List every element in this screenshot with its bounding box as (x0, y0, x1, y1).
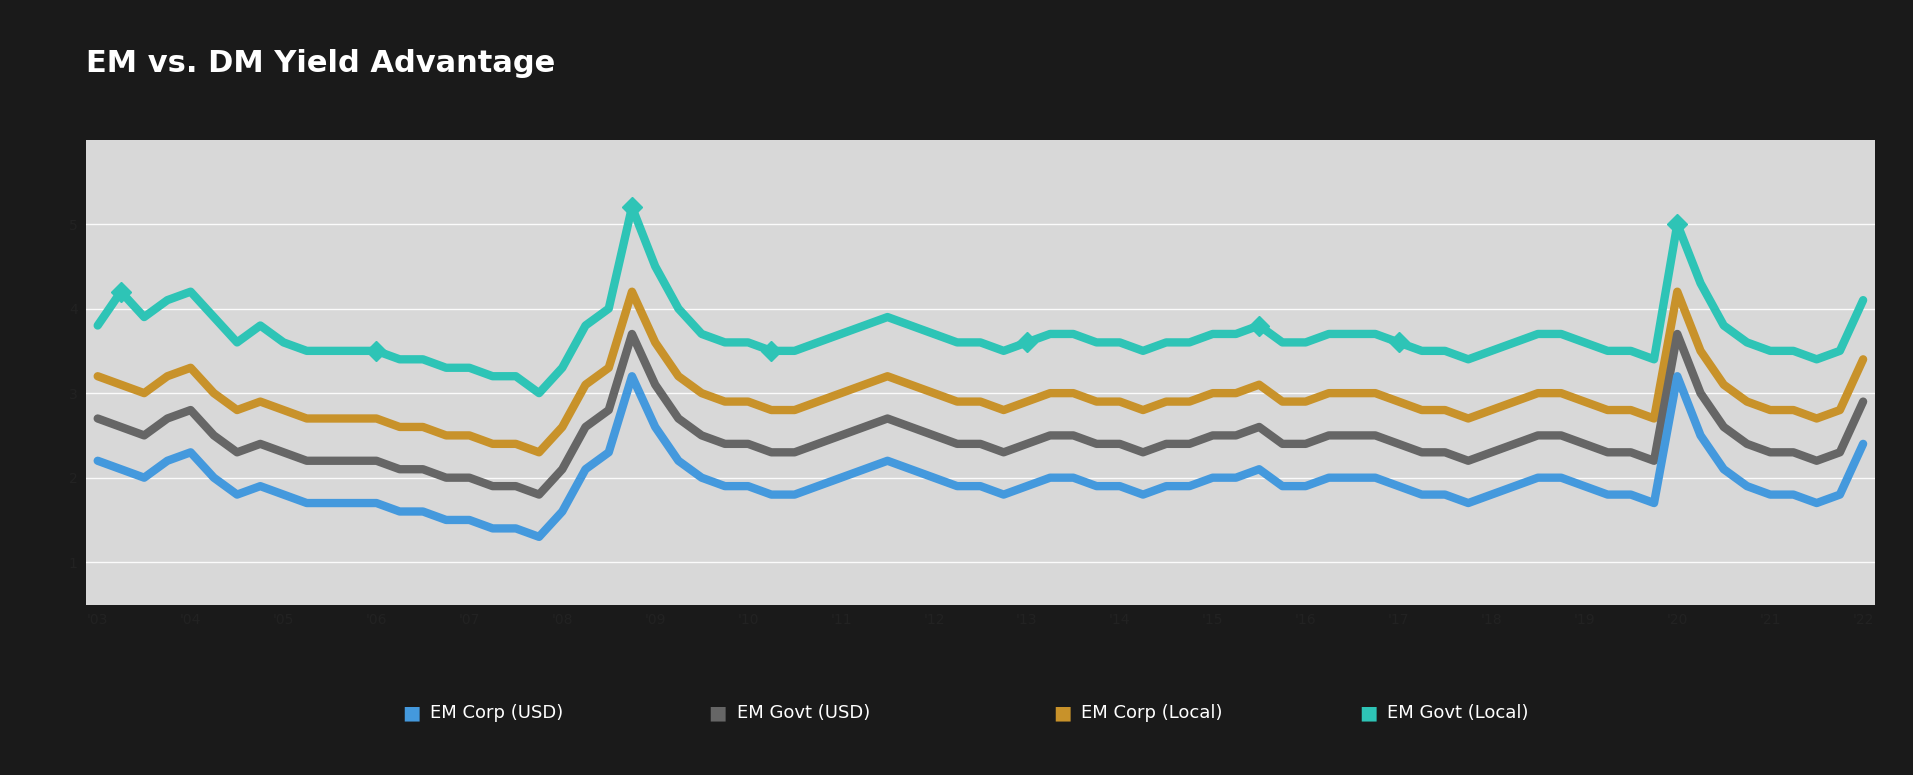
Text: EM Corp (USD): EM Corp (USD) (430, 704, 564, 722)
Text: EM Govt (Local): EM Govt (Local) (1387, 704, 1528, 722)
Text: EM Govt (USD): EM Govt (USD) (737, 704, 870, 722)
Text: ■: ■ (1358, 704, 1377, 722)
Text: ■: ■ (708, 704, 727, 722)
Text: EM vs. DM Yield Advantage: EM vs. DM Yield Advantage (86, 49, 555, 78)
Text: EM Corp (Local): EM Corp (Local) (1081, 704, 1222, 722)
Text: ■: ■ (402, 704, 421, 722)
Text: ■: ■ (1052, 704, 1071, 722)
